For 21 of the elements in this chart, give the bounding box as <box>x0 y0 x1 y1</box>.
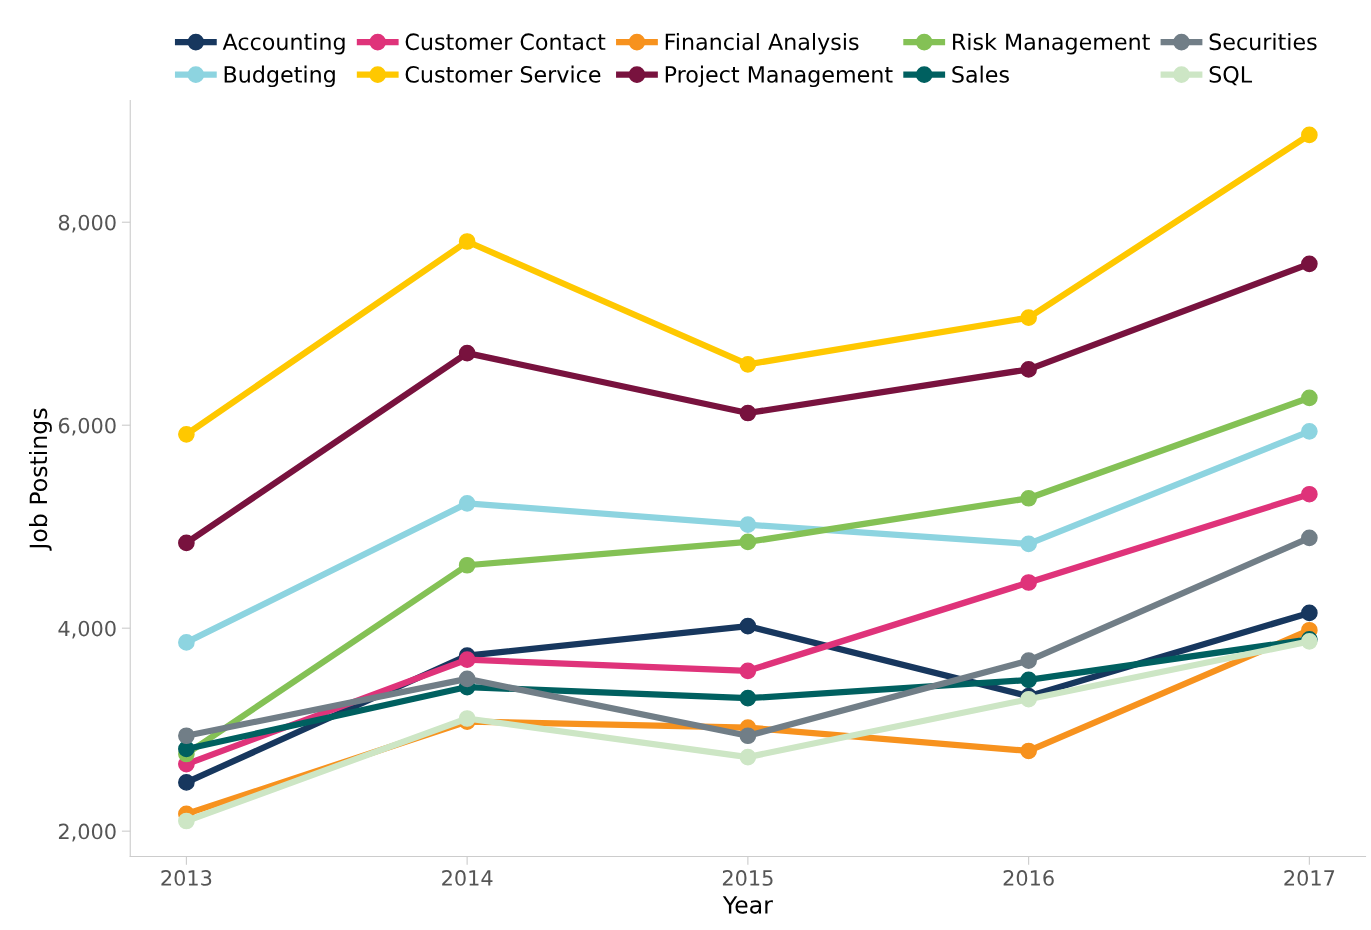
x-tick-label: 2013 <box>161 870 212 886</box>
y-axis-title: Job Postings <box>29 408 52 551</box>
x-tick-label: 2015 <box>722 870 773 886</box>
legend-label: Budgeting <box>224 65 335 88</box>
legend-label: Risk Management <box>953 32 1150 55</box>
y-tick-label: 6,000 <box>58 417 116 436</box>
legend-label: Project Management <box>665 65 893 88</box>
legend-label: Sales <box>952 65 1009 83</box>
legend-label: Financial Analysis <box>665 32 859 55</box>
legend-label: Customer Service <box>405 65 601 83</box>
y-tick-label: 2,000 <box>58 823 116 842</box>
x-tick-label: 2014 <box>442 870 493 886</box>
legend-label: Securities <box>1209 32 1317 51</box>
y-tick-label: 4,000 <box>58 620 116 639</box>
legend-label: Customer Contact <box>405 33 606 51</box>
y-tick-label: 8,000 <box>58 214 116 233</box>
legend-label: SQL <box>1209 65 1253 86</box>
legend-label: Accounting <box>222 32 345 55</box>
x-tick-label: 2017 <box>1284 870 1335 886</box>
x-tick-label: 2016 <box>1003 870 1054 886</box>
x-axis-title: Year <box>722 896 773 914</box>
